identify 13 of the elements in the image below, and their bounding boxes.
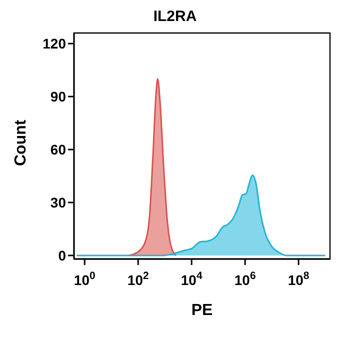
x-tick-label: 10$^{0}$ bbox=[74, 270, 96, 288]
x-tick-label: 10$^{2}$ bbox=[127, 270, 149, 288]
x-tick-label: 10$^{6}$ bbox=[234, 270, 256, 288]
y-tick-label: 60 bbox=[50, 142, 66, 158]
chart-title: IL2RA bbox=[152, 8, 198, 25]
x-tick-label: 10$^{8}$ bbox=[288, 270, 310, 288]
y-tick-label: 120 bbox=[42, 36, 66, 52]
x-tick-label: 10$^{4}$ bbox=[180, 270, 202, 288]
y-tick-label: 30 bbox=[50, 194, 66, 210]
y-axis-title: Count bbox=[12, 119, 30, 166]
x-axis-title: PE bbox=[191, 302, 213, 319]
y-tick-label: 0 bbox=[58, 247, 66, 264]
y-tick-label: 90 bbox=[50, 88, 66, 105]
